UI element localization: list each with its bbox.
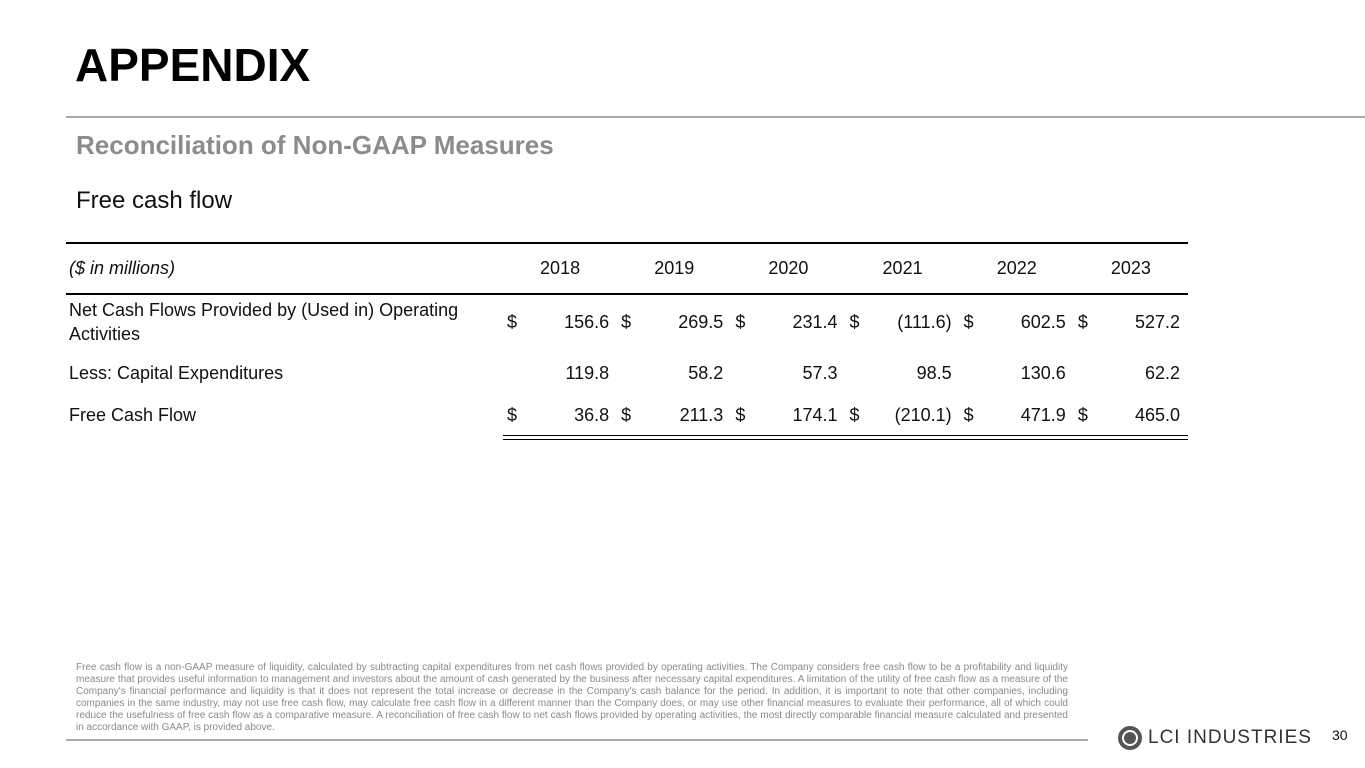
currency: $ (963, 405, 974, 425)
logo-text: LCI INDUSTRIES (1148, 727, 1312, 748)
currency: $ (849, 405, 860, 425)
column-header: 2018 (540, 258, 581, 278)
rule (503, 438, 1188, 440)
amount: 465.0 (1134, 405, 1180, 425)
amount: 269.5 (678, 312, 724, 332)
amount: 62.2 (1144, 363, 1180, 383)
currency: $ (507, 312, 518, 332)
row-label: Free Cash Flow (69, 405, 197, 425)
section-title: Free cash flow (76, 187, 233, 214)
column-header: 2020 (768, 258, 809, 278)
column-header: 2023 (1110, 258, 1151, 278)
column-header: 2022 (996, 258, 1037, 278)
rule (66, 242, 1188, 244)
amount: 130.6 (1020, 363, 1066, 383)
title: APPENDIX (75, 39, 311, 91)
subtitle: Reconciliation of Non-GAAP Measures (76, 130, 554, 160)
column-header: 2021 (882, 258, 923, 278)
amount: 156.6 (564, 312, 610, 332)
amount: 174.1 (792, 405, 838, 425)
amount: 231.4 (792, 312, 838, 332)
amount: 58.2 (688, 363, 724, 383)
row-label: Net Cash Flows Provided by (Used in) Ope… (69, 300, 459, 344)
footnote: Free cash flow is a non-GAAP measure of … (76, 662, 1068, 733)
currency: $ (621, 405, 632, 425)
currency: $ (1077, 312, 1088, 332)
amount: 57.3 (802, 363, 838, 383)
amount: 119.8 (565, 363, 610, 383)
amount: 211.3 (679, 405, 724, 425)
rule (66, 293, 1188, 295)
column-header: ($ in millions) (69, 258, 176, 278)
currency: $ (621, 312, 632, 332)
footer-line (66, 739, 1088, 741)
amount: (210.1) (894, 405, 952, 425)
amount: 602.5 (1020, 312, 1066, 332)
logo-icon (1118, 726, 1142, 750)
rule (503, 435, 1188, 436)
currency: $ (735, 312, 746, 332)
amount: 471.9 (1020, 405, 1066, 425)
amount: 527.2 (1134, 312, 1180, 332)
column-header: 2019 (654, 258, 695, 278)
amount: 36.8 (574, 405, 610, 425)
amount: 98.5 (916, 363, 952, 383)
divider (66, 116, 1365, 118)
currency: $ (849, 312, 860, 332)
currency: $ (963, 312, 974, 332)
row-label: Less: Capital Expenditures (69, 363, 284, 383)
currency: $ (507, 405, 518, 425)
currency: $ (1077, 405, 1088, 425)
currency: $ (735, 405, 746, 425)
page-number: 30 (1332, 727, 1348, 743)
amount: (111.6) (897, 312, 952, 332)
